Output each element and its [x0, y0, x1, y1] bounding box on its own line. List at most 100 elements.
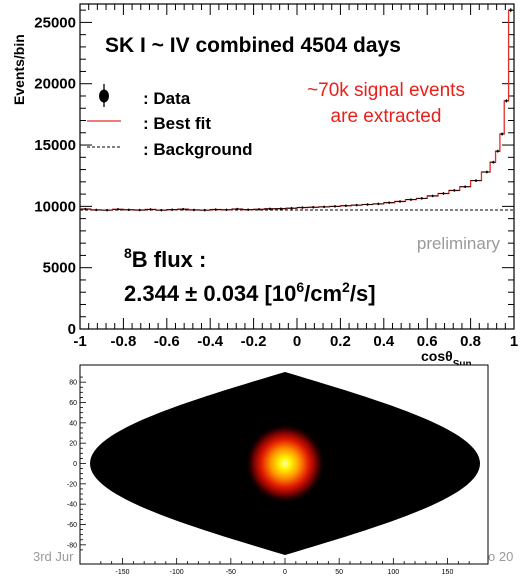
data-point: [496, 150, 499, 153]
skymap-y-tick-labels: -80 -60 -40 -20 0 20 40 60 80: [67, 380, 77, 550]
y-tick-label: 15000: [34, 137, 76, 154]
slide-footer-right: o 20: [488, 549, 514, 564]
skymap-y-tick-label: 20: [69, 441, 77, 448]
data-point: [333, 205, 337, 208]
legend-fit-label: : Best fit: [143, 114, 211, 133]
x-tick-label: 0.2: [330, 333, 351, 350]
y-tick-label: 10000: [34, 198, 76, 215]
skymap-x-tick-label: 150: [442, 569, 454, 576]
data-point: [355, 204, 358, 207]
x-axis-ticks: [79, 4, 515, 329]
data-point: [500, 132, 504, 136]
chart-title: SK I ~ IV combined 4504 days: [105, 34, 401, 57]
data-point: [257, 208, 261, 211]
data-point: [474, 179, 478, 182]
y-tick-labels: 0 5000 10000 15000 20000 25000: [34, 14, 76, 338]
skymap-y-tick-label: 80: [69, 380, 77, 387]
data-point: [431, 194, 434, 198]
data-point: [323, 205, 326, 208]
data-points: [80, 8, 514, 212]
data-point: [344, 204, 347, 207]
x-tick-label: -0.4: [197, 333, 224, 350]
x-tick-label: 1: [510, 333, 518, 350]
legend-data-marker: [99, 84, 109, 107]
skymap-y-tick-label: -40: [67, 502, 77, 509]
x-tick-labels: -1 -0.8 -0.6 -0.4 -0.2 0 0.2 0.4 0.6 0.8 1: [73, 333, 518, 350]
x-tick-label: -0.8: [110, 333, 136, 350]
data-point: [492, 161, 495, 164]
skymap-y-tick-label: -80: [67, 542, 77, 549]
slide-footer-left: 3rd Jur: [33, 549, 74, 564]
sky-map-chart: -150 -100 -50 0 50 100 150 -80 -60 -40 -20 0 20 40 60…: [67, 364, 489, 576]
skymap-y-ticks: [80, 376, 86, 551]
skymap-x-tick-label: -100: [170, 569, 184, 576]
data-point: [149, 208, 152, 211]
data-point: [214, 208, 217, 211]
data-point: [106, 209, 109, 212]
data-point: [377, 202, 380, 206]
legend: : Data : Best fit : Background: [87, 84, 253, 159]
flux-label: 8B flux :: [124, 245, 206, 272]
skymap-x-tick-label: 100: [387, 569, 399, 576]
data-point: [268, 207, 271, 210]
signal-annotation-line1: ~70k signal events: [307, 80, 465, 101]
skymap-y-tick-label: 60: [69, 400, 77, 407]
sun-direction-hotspot: [245, 423, 325, 504]
cos-theta-chart: -1 -0.8 -0.6 -0.4 -0.2 0 0.2 0.4 0.6 0.8 1 0 5000 10…: [11, 3, 518, 370]
skymap-y-tick-label: -60: [67, 522, 77, 529]
skymap-x-tick-label: -50: [226, 569, 236, 576]
data-point: [464, 185, 467, 188]
data-point: [181, 208, 185, 211]
flux-value: 2.344 ± 0.034 [106/cm2/s]: [124, 279, 376, 306]
x-tick-label: 0: [293, 333, 301, 350]
legend-background-label: : Background: [143, 140, 253, 159]
preliminary-label: preliminary: [417, 234, 501, 253]
x-tick-label: 0.8: [460, 333, 481, 350]
data-point: [398, 200, 402, 203]
skymap-x-tick-labels: -150 -100 -50 0 50 100 150: [115, 569, 453, 576]
data-point: [301, 206, 304, 209]
x-tick-label: -1: [73, 333, 86, 350]
data-point: [420, 197, 423, 200]
skymap-x-ticks: [100, 558, 470, 564]
data-point: [84, 207, 87, 211]
data-point: [442, 192, 445, 195]
x-tick-label: 0.6: [417, 333, 438, 350]
skymap-x-tick-label: 50: [335, 569, 343, 576]
x-tick-label: -0.6: [154, 333, 180, 350]
y-tick-label: 5000: [43, 260, 76, 277]
y-tick-label: 0: [68, 321, 76, 338]
data-point: [160, 209, 163, 212]
skymap-y-tick-label: 0: [73, 461, 77, 468]
skymap-x-tick-label: -150: [115, 569, 129, 576]
data-point: [509, 9, 512, 12]
data-point: [127, 208, 130, 211]
data-point: [453, 189, 456, 192]
data-point: [409, 198, 413, 201]
data-point: [138, 208, 141, 212]
skymap-y-tick-label: -20: [67, 481, 77, 488]
x-tick-label: 0.4: [373, 333, 395, 350]
data-point: [95, 208, 98, 212]
y-axis-ticks: [80, 9, 514, 330]
x-tick-label: -0.2: [241, 333, 267, 350]
skymap-x-tick-label: 0: [283, 569, 287, 576]
data-point: [485, 170, 488, 174]
signal-annotation-line2: are extracted: [331, 106, 442, 127]
data-point: [388, 201, 391, 204]
data-point: [279, 207, 282, 210]
y-axis-label: Events/bin: [11, 34, 27, 105]
y-tick-label: 20000: [34, 76, 76, 93]
y-tick-label: 25000: [34, 14, 76, 31]
data-point: [366, 203, 369, 206]
data-point: [247, 208, 250, 211]
legend-data-label: : Data: [143, 89, 191, 108]
data-point: [290, 207, 293, 210]
data-point: [192, 208, 196, 212]
data-point: [505, 99, 508, 102]
data-point: [225, 208, 228, 211]
skymap-y-tick-label: 40: [69, 420, 77, 427]
data-point: [236, 207, 239, 211]
data-point: [171, 208, 174, 211]
